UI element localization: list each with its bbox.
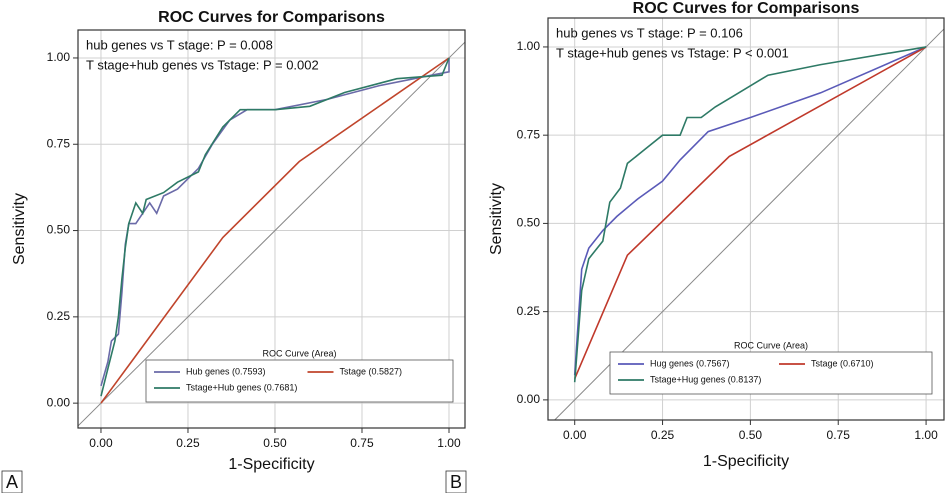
panel: 0.00 0.25 0.50 0.75 1.00 0.00 0.25 0.50 0.75 1.00…: [1, 9, 466, 493]
y-tick-label: 0.25: [517, 304, 541, 318]
legend-label: Tstage (0.6710): [811, 358, 874, 368]
roc-curve: [100, 57, 450, 404]
x-tick-label: 0.00: [89, 436, 113, 450]
x-tick-label: 0.75: [827, 428, 851, 442]
chart-title: ROC Curves for Comparisons: [633, 0, 860, 17]
roc-curve: [573, 46, 927, 383]
y-tick-label: 0.50: [517, 216, 541, 230]
chart-title: ROC Curves for Comparisons: [158, 9, 385, 26]
x-tick-label: 1.00: [914, 428, 938, 442]
legend-label: Tstage+Hub genes (0.7681): [186, 382, 297, 392]
x-tick-label: 0.50: [263, 436, 287, 450]
roc-curve: [100, 58, 450, 387]
annotation: T stage+hub genes vs Tstage: P = 0.002: [86, 57, 319, 72]
roc-curve: [573, 46, 927, 380]
legend-title: ROC Curve (Area): [734, 340, 808, 350]
legend-label: Hug genes (0.7567): [650, 358, 730, 368]
x-axis-label: 1-Specificity: [228, 456, 314, 473]
legend-label: Hub genes (0.7593): [186, 366, 266, 376]
panel-label: B: [450, 472, 462, 492]
plot-border: [77, 29, 466, 429]
x-tick-label: 1.00: [437, 436, 461, 450]
y-tick-label: 1.00: [47, 50, 71, 64]
annotation: T stage+hub genes vs Tstage: P < 0.001: [556, 45, 789, 60]
annotation: hub genes vs T stage: P = 0.008: [86, 37, 273, 52]
y-axis-label: Sensitivity: [11, 193, 28, 265]
y-axis-label: Sensitivity: [488, 183, 505, 255]
panel-label-box: [445, 470, 467, 493]
y-tick-label: 0.75: [47, 136, 71, 150]
y-tick-label: 0.75: [517, 127, 541, 141]
x-tick-label: 0.00: [563, 428, 587, 442]
legend-box: [145, 359, 454, 403]
legend-title: ROC Curve (Area): [262, 348, 336, 358]
x-tick-label: 0.50: [739, 428, 763, 442]
legend-box: [609, 351, 933, 395]
annotation: hub genes vs T stage: P = 0.106: [556, 25, 743, 40]
roc-curve: [100, 57, 450, 397]
plot-border: [547, 17, 945, 421]
legend-label: Tstage+Hug genes (0.8137): [650, 374, 761, 384]
x-axis-label: 1-Specificity: [703, 453, 789, 470]
y-tick-label: 0.00: [47, 395, 71, 409]
x-tick-label: 0.75: [350, 436, 374, 450]
panel: 0.00 0.25 0.50 0.75 1.00 0.00 0.25 0.50 0.75 1.00…: [445, 0, 945, 493]
panel-label: A: [6, 472, 18, 492]
x-tick-label: 0.25: [651, 428, 675, 442]
x-tick-label: 0.25: [176, 436, 200, 450]
y-tick-label: 0.00: [517, 392, 541, 406]
panel-label-box: [1, 470, 23, 493]
roc-curve: [573, 46, 927, 376]
legend-label: Tstage (0.5827): [340, 366, 403, 376]
y-tick-label: 0.25: [47, 309, 71, 323]
y-tick-label: 0.50: [47, 223, 71, 237]
y-tick-label: 1.00: [517, 39, 541, 53]
reference-diagonal: [77, 41, 466, 427]
